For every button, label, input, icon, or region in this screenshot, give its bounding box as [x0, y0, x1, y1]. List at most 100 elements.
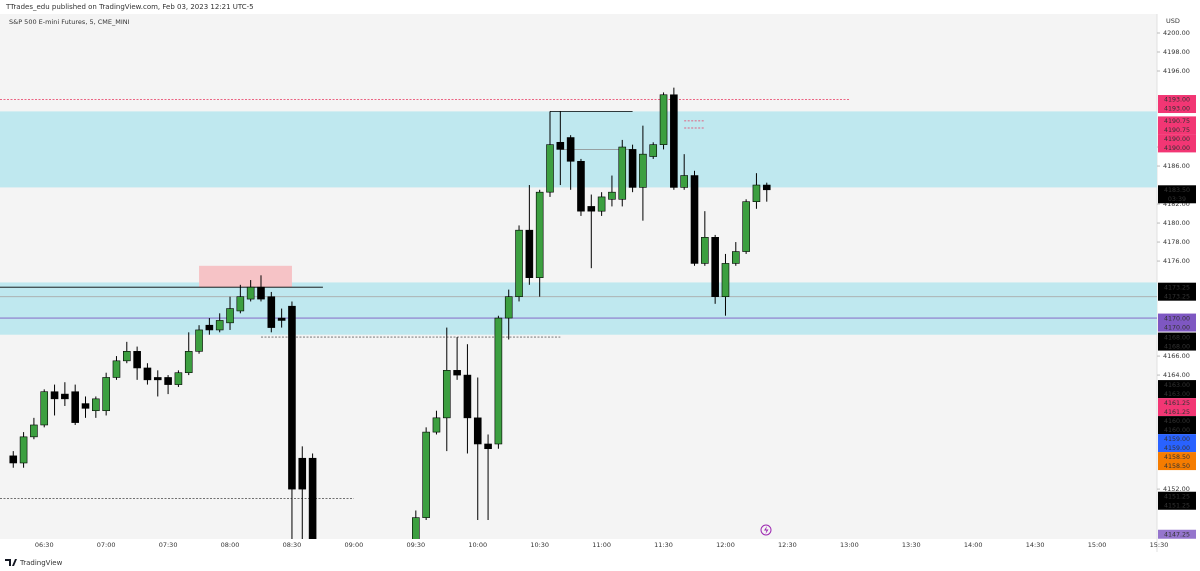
candle-body	[566, 137, 575, 162]
candle-body	[205, 324, 214, 331]
candle-body	[742, 201, 750, 252]
candle-body	[690, 175, 699, 264]
price-label: 4190.00	[1164, 145, 1190, 152]
price-label: 4159.00	[1164, 436, 1190, 443]
candle-body	[731, 251, 740, 264]
y-tick-label: 4198.00	[1163, 48, 1190, 56]
x-tick-label: 09:30	[406, 541, 425, 549]
price-label: 4168.00	[1164, 334, 1190, 341]
candle-body	[298, 457, 307, 490]
price-label: 4168.00	[1164, 343, 1190, 350]
candle-body	[639, 153, 647, 188]
candle-body	[277, 317, 286, 321]
x-tick-label: 07:30	[159, 541, 178, 549]
price-label: 4173.25	[1164, 293, 1190, 300]
candle-body	[288, 305, 296, 490]
price-label: 4163.00	[1164, 391, 1190, 398]
x-tick-label: 12:00	[716, 541, 735, 549]
price-label: 4151.25	[1164, 502, 1190, 509]
candle-body	[463, 374, 472, 419]
candle-body	[71, 391, 79, 423]
price-label-box	[1158, 95, 1196, 114]
candle-body	[122, 351, 131, 362]
candle-body	[670, 94, 678, 188]
price-label: 03:39	[1168, 196, 1186, 203]
candle-body	[40, 391, 49, 426]
price-label: 4193.00	[1164, 97, 1190, 104]
price-label: 4193.00	[1164, 106, 1190, 113]
candle-body	[112, 360, 121, 378]
x-tick-label: 15:00	[1088, 541, 1107, 549]
price-label-box	[1158, 282, 1196, 301]
axes: 4200.004198.004196.004188.004186.004182.…	[35, 29, 1196, 549]
candle-body	[515, 229, 523, 297]
candle-body	[174, 372, 183, 385]
header-title: TTrades_edu published on TradingView.com…	[5, 3, 254, 11]
candle-body	[215, 320, 224, 331]
candle-body	[494, 317, 503, 445]
candle-body	[422, 431, 430, 518]
price-label: 4159.00	[1164, 445, 1190, 452]
candle-body	[473, 417, 482, 445]
candle-body	[236, 296, 245, 312]
zone	[199, 265, 292, 288]
candle-body	[267, 296, 276, 328]
y-tick-label: 4164.00	[1163, 371, 1190, 379]
candle-body	[246, 286, 255, 300]
candle-body	[587, 206, 596, 212]
price-label-box	[1158, 416, 1196, 435]
price-label-box	[1158, 434, 1196, 453]
x-tick-label: 08:00	[221, 541, 240, 549]
candle-body	[577, 160, 585, 212]
price-label-box	[1158, 380, 1196, 399]
candle-body	[195, 329, 203, 352]
candle-body	[102, 377, 110, 412]
candle-body	[659, 94, 668, 145]
price-label-box	[1158, 332, 1196, 351]
candle-body	[19, 436, 28, 464]
candle-body	[133, 351, 141, 369]
x-tick-label: 07:00	[97, 541, 116, 549]
candle-body	[412, 517, 420, 539]
price-label: 4190.75	[1164, 118, 1190, 125]
price-label: 4161.25	[1164, 400, 1190, 407]
y-tick-label: 4180.00	[1163, 219, 1190, 227]
y-tick-label: 4186.00	[1163, 162, 1190, 170]
candle-body	[597, 196, 606, 212]
price-label: 4190.00	[1164, 136, 1190, 143]
x-tick-label: 14:00	[964, 541, 983, 549]
footer-logo	[5, 559, 17, 566]
zone	[0, 282, 1157, 335]
candle-body	[504, 296, 513, 319]
candle-body	[50, 391, 59, 400]
price-label-box	[1158, 134, 1196, 153]
price-label: 4160.00	[1164, 427, 1190, 434]
candle-body	[432, 417, 441, 433]
x-tick-label: 15:30	[1150, 541, 1169, 549]
price-label: 4190.75	[1164, 127, 1190, 134]
y-tick-label: 4182.00	[1163, 200, 1190, 208]
y-tick-label: 4200.00	[1163, 29, 1190, 37]
candle-body	[164, 377, 172, 385]
candle-body	[701, 237, 709, 264]
x-tick-label: 10:30	[530, 541, 549, 549]
x-tick-label: 12:30	[778, 541, 797, 549]
candle-body	[711, 237, 719, 297]
candle-body	[81, 403, 90, 409]
candle-body	[752, 184, 761, 202]
price-label: 4158.50	[1164, 463, 1190, 470]
price-label: 4173.25	[1164, 284, 1190, 291]
candle-body	[226, 308, 234, 324]
price-label: 4170.00	[1164, 324, 1190, 331]
y-tick-label: 4178.00	[1163, 238, 1190, 246]
candle-body	[525, 229, 534, 278]
candle-body	[308, 457, 317, 539]
x-tick-label: 13:30	[902, 541, 921, 549]
plot-background	[0, 14, 1157, 539]
candle-body	[618, 146, 627, 200]
price-label: 4161.25	[1164, 409, 1190, 416]
candle-body	[153, 377, 162, 381]
candle-body	[628, 149, 637, 188]
